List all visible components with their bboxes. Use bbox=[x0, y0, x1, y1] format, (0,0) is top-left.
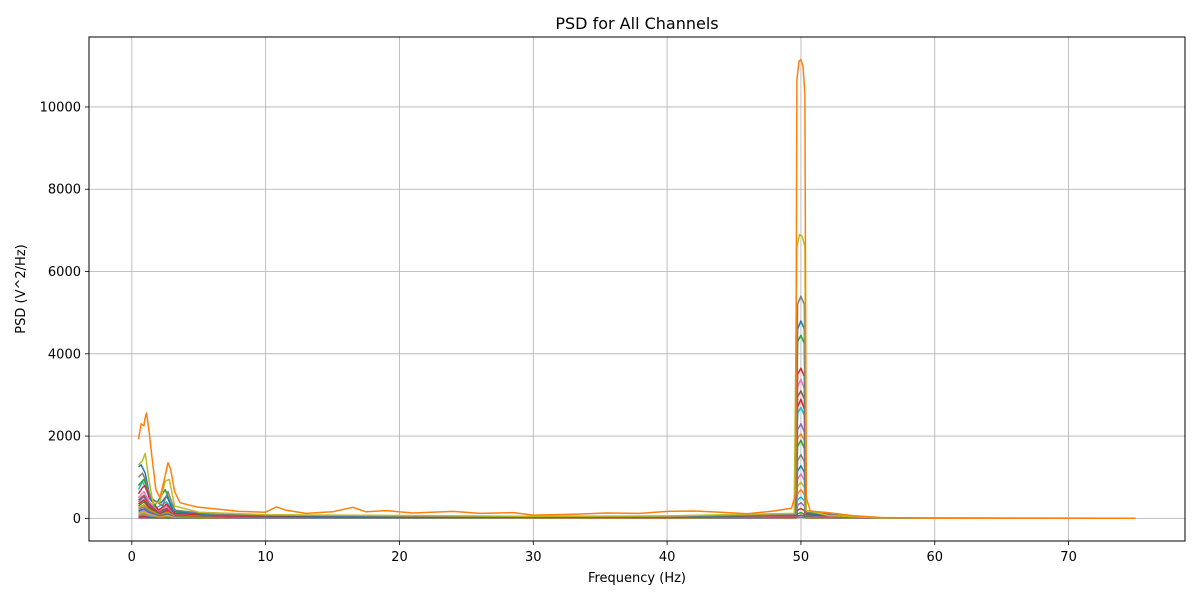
y-axis-ticks: 0 2000 4000 6000 8000 10000 bbox=[40, 100, 89, 527]
x-tick-label: 20 bbox=[391, 550, 408, 565]
chart-title: PSD for All Channels bbox=[555, 14, 718, 33]
y-tick-label: 8000 bbox=[48, 183, 81, 198]
x-tick-label: 70 bbox=[1060, 550, 1077, 565]
x-tick-label: 60 bbox=[926, 550, 943, 565]
x-tick-label: 30 bbox=[525, 550, 542, 565]
x-tick-label: 0 bbox=[128, 550, 136, 565]
y-tick-label: 10000 bbox=[40, 100, 81, 115]
y-tick-label: 4000 bbox=[48, 347, 81, 362]
x-axis-label: Frequency (Hz) bbox=[588, 571, 686, 586]
series-lines bbox=[137, 58, 1136, 520]
y-tick-label: 0 bbox=[73, 512, 81, 527]
plot-frame bbox=[88, 36, 1186, 542]
x-tick-label: 10 bbox=[257, 550, 274, 565]
y-tick-label: 2000 bbox=[48, 430, 81, 445]
y-axis-label: PSD (V^2/Hz) bbox=[14, 244, 29, 333]
x-tick-label: 50 bbox=[793, 550, 810, 565]
series-line-1 bbox=[137, 58, 1136, 519]
x-tick-label: 40 bbox=[659, 550, 676, 565]
y-tick-label: 6000 bbox=[48, 265, 81, 280]
x-axis-ticks: 0 10 20 30 40 50 60 70 bbox=[128, 541, 1077, 565]
